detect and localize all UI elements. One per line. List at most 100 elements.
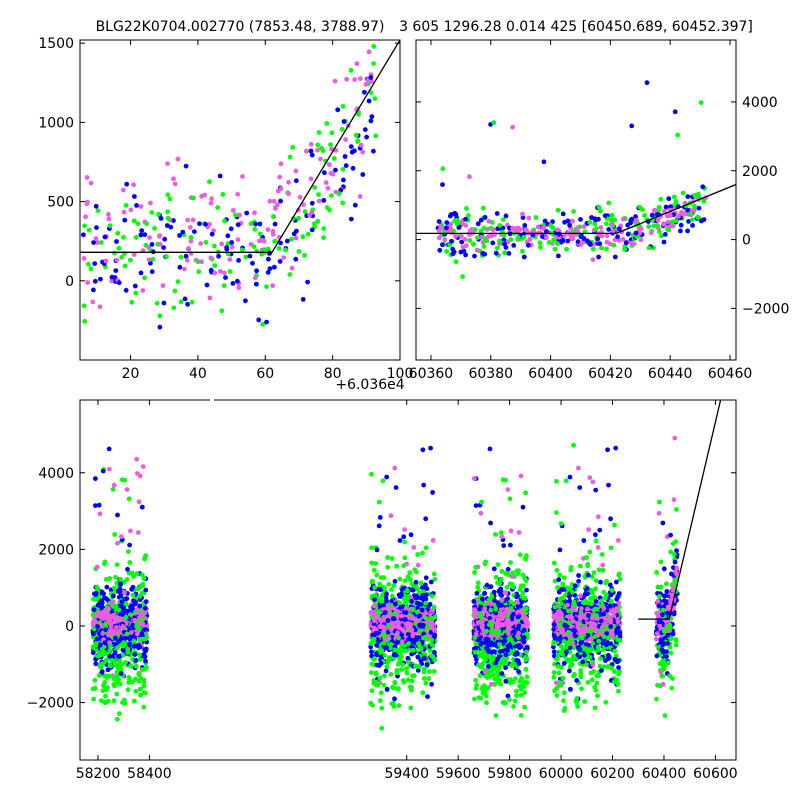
point-blue [376, 523, 382, 529]
point-blue [267, 266, 273, 271]
point-green [329, 193, 334, 199]
point-green [403, 648, 409, 653]
point-magenta [237, 212, 242, 218]
point-blue [421, 656, 427, 662]
point-green [646, 224, 652, 230]
point-magenta [115, 540, 120, 546]
point-green [467, 238, 473, 243]
point-magenta [286, 179, 291, 185]
point-green [380, 478, 386, 484]
point-magenta [187, 225, 193, 230]
point-blue [541, 159, 547, 165]
point-green [421, 589, 427, 594]
point-green [522, 704, 527, 710]
point-green [136, 671, 142, 676]
point-green [516, 568, 521, 573]
point-blue [369, 649, 374, 655]
point-blue [482, 251, 488, 257]
point-green [113, 574, 118, 580]
point-blue [149, 269, 155, 275]
point-green [495, 580, 500, 586]
point-magenta [147, 235, 153, 241]
point-magenta [124, 487, 130, 492]
point-magenta [160, 283, 166, 288]
point-green [125, 650, 131, 655]
point-green [141, 679, 147, 685]
point-magenta [93, 236, 99, 241]
point-green [587, 549, 593, 555]
point-magenta [655, 217, 661, 223]
point-blue [228, 226, 234, 232]
point-magenta [512, 227, 517, 233]
point-green [340, 200, 346, 206]
point-blue [341, 177, 346, 183]
point-green [497, 238, 502, 244]
point-blue [309, 227, 315, 233]
point-green [319, 145, 324, 151]
x-tick-label: 60 [256, 366, 274, 382]
point-blue [430, 490, 435, 495]
point-green [673, 199, 679, 204]
point-blue [348, 144, 354, 150]
point-green [340, 166, 346, 172]
point-blue [425, 694, 430, 699]
point-green [523, 666, 529, 672]
point-blue [685, 207, 691, 213]
point-green [599, 245, 604, 251]
point-green [523, 490, 528, 496]
point-blue [180, 229, 186, 235]
point-blue [137, 603, 143, 609]
point-green [103, 577, 109, 582]
point-magenta [609, 221, 615, 227]
point-magenta [106, 212, 111, 217]
point-magenta [97, 304, 103, 310]
point-magenta [598, 225, 604, 230]
y-tick-label: 0 [65, 274, 74, 290]
point-green [599, 552, 605, 557]
point-blue [113, 268, 119, 273]
point-blue [578, 217, 583, 222]
point-blue [461, 248, 467, 254]
point-blue [393, 485, 399, 490]
point-green [172, 288, 178, 294]
point-magenta [84, 175, 90, 180]
point-green [152, 225, 158, 231]
point-green [397, 576, 403, 582]
point-green [129, 299, 135, 305]
point-blue [432, 632, 438, 638]
point-blue [501, 237, 507, 243]
point-green [141, 704, 147, 710]
point-magenta [209, 196, 215, 202]
point-green [122, 263, 128, 269]
point-blue [127, 636, 133, 642]
point-green [154, 300, 160, 306]
point-green [178, 254, 184, 260]
point-blue [607, 582, 613, 588]
point-green [501, 700, 507, 705]
point-green [135, 586, 141, 592]
point-blue [264, 319, 269, 325]
point-blue [410, 639, 416, 645]
point-green [212, 263, 218, 268]
point-magenta [265, 227, 271, 233]
point-green [340, 104, 346, 109]
point-blue [565, 238, 571, 244]
point-blue [113, 635, 118, 641]
point-green [312, 221, 317, 227]
point-blue [132, 194, 137, 199]
y-tick-label: 0 [742, 233, 751, 249]
point-green [658, 196, 664, 202]
point-blue [482, 590, 487, 596]
point-green [142, 556, 147, 561]
point-green [115, 716, 120, 722]
point-magenta [411, 545, 417, 550]
point-green [478, 228, 484, 234]
point-green [402, 539, 408, 545]
point-magenta [436, 235, 442, 241]
point-blue [138, 270, 144, 276]
point-blue [90, 650, 96, 656]
point-magenta [681, 211, 687, 216]
point-green [637, 204, 643, 210]
point-blue [550, 219, 555, 225]
point-blue [341, 119, 347, 124]
